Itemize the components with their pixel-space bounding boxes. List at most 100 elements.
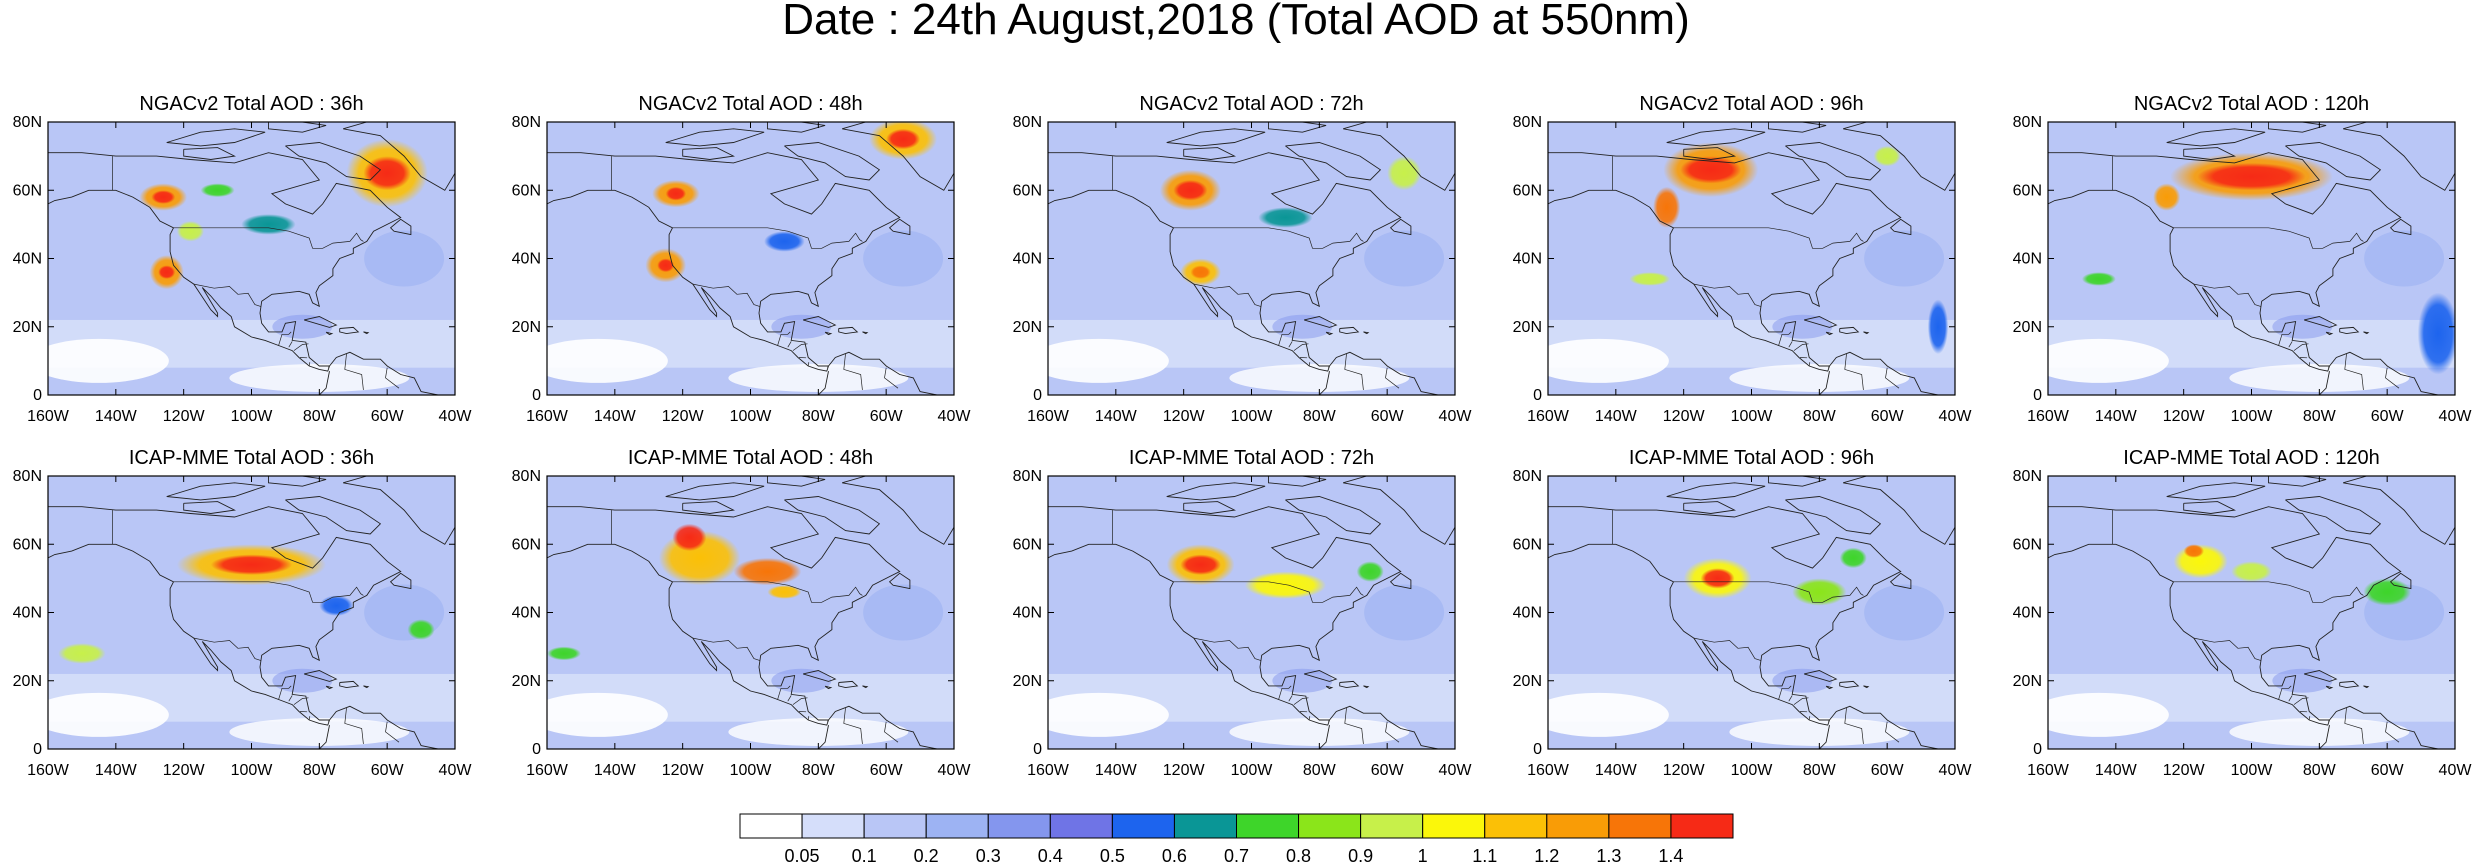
lon-tick-label: 140W bbox=[1095, 408, 1138, 425]
lon-tick-label: 60W bbox=[870, 762, 904, 779]
lon-tick-label: 140W bbox=[1595, 762, 1638, 779]
aod-plume bbox=[1653, 186, 1681, 228]
lat-tick-label: 60N bbox=[1513, 182, 1542, 199]
colorbar-swatch bbox=[1484, 813, 1548, 839]
aod-plume bbox=[241, 214, 296, 235]
colorbar-swatch bbox=[925, 813, 989, 839]
lat-tick-label: 0 bbox=[1533, 741, 1542, 758]
map-panel: ICAP-MME Total AOD : 72h 80N 60N 40N 20N 0 160… bbox=[1013, 447, 1473, 779]
lat-tick-label: 20N bbox=[1513, 319, 1542, 336]
lon-tick-label: 40W bbox=[938, 408, 972, 425]
panel-title: NGACv2 Total AOD : 48h bbox=[638, 93, 862, 115]
lon-tick-label: 80W bbox=[303, 762, 337, 779]
map-panel: NGACv2 Total AOD : 120h 80N 60N 40N 20N 0 160W… bbox=[2013, 93, 2472, 425]
lat-tick-label: 40N bbox=[512, 605, 541, 622]
aod-field bbox=[1548, 122, 1955, 395]
lat-tick-label: 0 bbox=[2033, 387, 2042, 404]
lat-tick-label: 0 bbox=[33, 387, 42, 404]
lat-tick-label: 60N bbox=[1013, 536, 1042, 553]
aod-plume bbox=[407, 619, 435, 640]
aod-plume bbox=[1839, 547, 1867, 569]
aod-plume bbox=[1258, 207, 1313, 228]
map-panel: ICAP-MME Total AOD : 48h 80N 60N 40N 20N 0 160… bbox=[512, 447, 972, 779]
aod-field bbox=[48, 476, 455, 749]
aod-plume bbox=[1356, 561, 1384, 582]
lon-tick-label: 60W bbox=[2371, 408, 2405, 425]
aod-plume bbox=[151, 190, 176, 204]
aod-plume bbox=[886, 128, 921, 150]
panel-title: NGACv2 Total AOD : 96h bbox=[1639, 93, 1863, 115]
aod-plume bbox=[1927, 299, 1949, 355]
aod-field bbox=[1548, 476, 1955, 749]
lat-tick-label: 0 bbox=[1533, 387, 1542, 404]
aod-plume bbox=[2153, 183, 2181, 211]
colorbar-label: 0.2 bbox=[914, 846, 939, 862]
lat-tick-label: 60N bbox=[1013, 182, 1042, 199]
lon-tick-label: 40W bbox=[439, 762, 473, 779]
lon-tick-label: 100W bbox=[730, 408, 773, 425]
lon-tick-label: 40W bbox=[1939, 762, 1973, 779]
colorbar-label: 0.7 bbox=[1224, 846, 1249, 862]
colorbar-swatch bbox=[1608, 813, 1672, 839]
colorbar-swatch bbox=[987, 813, 1051, 839]
aod-plume bbox=[210, 554, 293, 575]
colorbar-swatch bbox=[1298, 813, 1362, 839]
lat-tick-label: 0 bbox=[1033, 387, 1042, 404]
lat-tick-label: 40N bbox=[1513, 605, 1542, 622]
colorbar-label: 0.6 bbox=[1162, 846, 1187, 862]
panel-title: ICAP-MME Total AOD : 96h bbox=[1629, 447, 1874, 469]
panel-title: NGACv2 Total AOD : 120h bbox=[2134, 93, 2369, 115]
colorbar-label: 0.9 bbox=[1348, 846, 1373, 862]
lon-tick-label: 100W bbox=[1231, 408, 1274, 425]
panel-title: NGACv2 Total AOD : 36h bbox=[139, 93, 363, 115]
coastlines bbox=[547, 122, 954, 395]
lat-tick-label: 80N bbox=[1013, 468, 1042, 485]
lon-tick-label: 40W bbox=[938, 762, 972, 779]
aod-field bbox=[48, 122, 455, 395]
lon-tick-label: 100W bbox=[2231, 408, 2274, 425]
lat-tick-label: 0 bbox=[1033, 741, 1042, 758]
aod-plume bbox=[2363, 578, 2411, 606]
lon-tick-label: 160W bbox=[27, 762, 70, 779]
lon-tick-label: 40W bbox=[2439, 408, 2472, 425]
lat-tick-label: 40N bbox=[1013, 251, 1042, 268]
lat-tick-label: 60N bbox=[1513, 536, 1542, 553]
lat-tick-label: 40N bbox=[2013, 251, 2042, 268]
colorbar-swatch bbox=[1670, 813, 1734, 839]
panel-title: ICAP-MME Total AOD : 120h bbox=[2123, 447, 2379, 469]
lon-tick-label: 140W bbox=[95, 762, 138, 779]
panel-title: ICAP-MME Total AOD : 72h bbox=[1129, 447, 1374, 469]
colorbar-swatch bbox=[1236, 813, 1300, 839]
lon-tick-label: 160W bbox=[1527, 762, 1570, 779]
lat-tick-label: 60N bbox=[512, 182, 541, 199]
aod-field bbox=[2048, 476, 2455, 749]
lon-tick-label: 120W bbox=[662, 408, 705, 425]
lon-tick-label: 120W bbox=[2163, 408, 2206, 425]
lon-tick-label: 80W bbox=[1303, 762, 1337, 779]
colorbar-label: 0.8 bbox=[1286, 846, 1311, 862]
colorbar-label: 0.4 bbox=[1038, 846, 1063, 862]
lon-tick-label: 160W bbox=[27, 408, 70, 425]
lon-tick-label: 160W bbox=[1027, 762, 1070, 779]
lon-tick-label: 40W bbox=[1939, 408, 1973, 425]
panel-title: NGACv2 Total AOD : 72h bbox=[1139, 93, 1363, 115]
lon-tick-label: 140W bbox=[594, 408, 637, 425]
lon-tick-label: 60W bbox=[1371, 762, 1405, 779]
lon-tick-label: 80W bbox=[1803, 408, 1837, 425]
lon-tick-label: 140W bbox=[1095, 762, 1138, 779]
lon-tick-label: 100W bbox=[1231, 762, 1274, 779]
lon-tick-label: 140W bbox=[594, 762, 637, 779]
aod-plume bbox=[1180, 554, 1221, 575]
colorbar-swatch bbox=[1111, 813, 1175, 839]
lat-tick-label: 80N bbox=[1013, 114, 1042, 131]
colorbar-swatch bbox=[1360, 813, 1424, 839]
lon-tick-label: 140W bbox=[2095, 762, 2138, 779]
lat-tick-label: 0 bbox=[532, 741, 541, 758]
panel-grid: NGACv2 Total AOD : 36h 80N 60N 40N 20N 0 160W 1… bbox=[13, 93, 2472, 779]
lat-tick-label: 60N bbox=[13, 536, 42, 553]
aod-plume bbox=[767, 585, 802, 599]
lon-tick-label: 80W bbox=[2303, 762, 2337, 779]
lon-tick-label: 120W bbox=[1163, 762, 1206, 779]
aod-plume bbox=[1244, 571, 1327, 599]
lat-tick-label: 40N bbox=[1513, 251, 1542, 268]
